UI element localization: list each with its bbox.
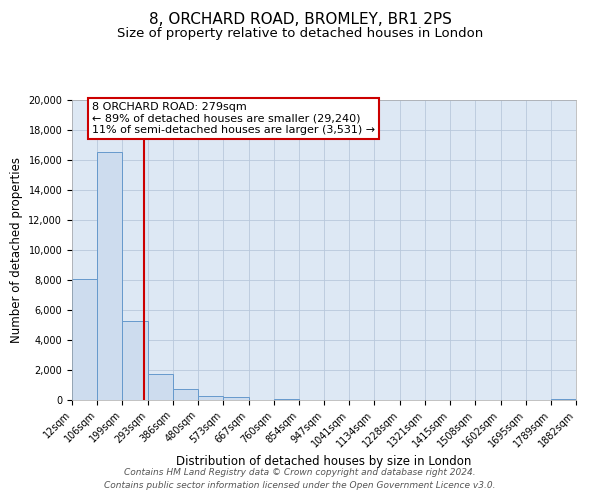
Bar [72, 278, 97, 400]
Bar [97, 152, 122, 400]
Bar [148, 374, 173, 400]
Text: 8, ORCHARD ROAD, BROMLEY, BR1 2PS: 8, ORCHARD ROAD, BROMLEY, BR1 2PS [149, 12, 451, 28]
Text: Contains public sector information licensed under the Open Government Licence v3: Contains public sector information licen… [104, 482, 496, 490]
Bar [173, 389, 198, 400]
Bar [223, 397, 248, 400]
Text: 8 ORCHARD ROAD: 279sqm
← 89% of detached houses are smaller (29,240)
11% of semi: 8 ORCHARD ROAD: 279sqm ← 89% of detached… [92, 102, 375, 134]
Bar [122, 320, 148, 400]
Y-axis label: Number of detached properties: Number of detached properties [10, 157, 23, 343]
Bar [198, 396, 223, 400]
X-axis label: Distribution of detached houses by size in London: Distribution of detached houses by size … [176, 454, 472, 468]
Text: Size of property relative to detached houses in London: Size of property relative to detached ho… [117, 28, 483, 40]
Bar [274, 398, 299, 400]
Text: Contains HM Land Registry data © Crown copyright and database right 2024.: Contains HM Land Registry data © Crown c… [124, 468, 476, 477]
Bar [551, 398, 576, 400]
